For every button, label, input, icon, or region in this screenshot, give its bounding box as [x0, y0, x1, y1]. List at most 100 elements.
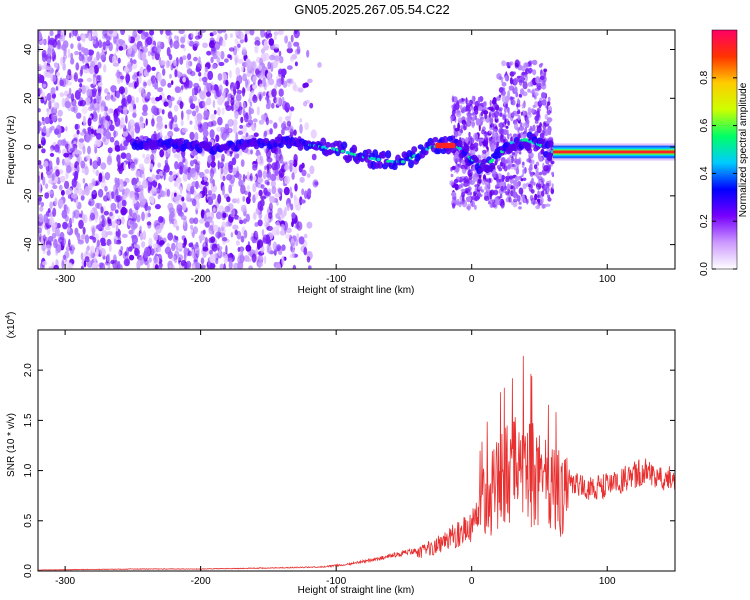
noise-blob — [225, 221, 230, 227]
spread-blob — [473, 132, 479, 141]
noise-blob — [211, 243, 218, 252]
spread-blob — [462, 194, 465, 202]
noise-blob — [125, 152, 132, 161]
noise-blob — [155, 187, 161, 194]
noise-blob — [142, 230, 146, 238]
noise-blob — [257, 219, 263, 227]
noise-blob — [119, 178, 124, 185]
spread-blob — [487, 177, 493, 184]
noise-blob — [142, 153, 146, 159]
noise-blob — [211, 120, 217, 127]
spread-blob — [500, 134, 504, 142]
noise-blob — [69, 32, 72, 39]
noise-blob — [246, 258, 252, 263]
noise-blob — [170, 64, 174, 71]
spread-blob — [454, 183, 459, 191]
noise-blob — [117, 260, 121, 269]
noise-blob — [278, 154, 284, 164]
noise-blob — [117, 78, 121, 85]
noise-blob — [240, 32, 244, 41]
noise-blob — [49, 152, 55, 157]
noise-blob — [196, 112, 203, 122]
noise-blob — [96, 103, 100, 113]
noise-blob — [59, 79, 65, 87]
noise-blob — [54, 144, 60, 153]
ridge-blob — [481, 158, 488, 165]
y-tick-label: 0.0 — [23, 564, 34, 578]
spread-blob — [514, 122, 519, 130]
noise-blob — [74, 149, 80, 155]
noise-blob — [157, 87, 164, 93]
noise-blob — [188, 250, 192, 257]
noise-blob — [117, 215, 121, 221]
spread-blob — [466, 100, 471, 106]
noise-blob — [217, 73, 223, 81]
noise-blob — [49, 30, 54, 37]
spread-blob — [453, 105, 457, 110]
spread-blob — [456, 130, 462, 137]
noise-blob — [299, 118, 303, 123]
spread-blob — [520, 111, 524, 116]
noise-blob — [228, 260, 233, 269]
spread-blob — [502, 139, 506, 143]
noise-blob — [38, 189, 42, 194]
spread-blob — [551, 183, 554, 189]
noise-blob — [120, 152, 127, 159]
spread-blob — [509, 77, 513, 85]
ridge-blob — [377, 161, 384, 169]
spread-blob — [496, 73, 502, 80]
noise-blob — [104, 172, 111, 181]
ridge-highlight — [340, 149, 345, 153]
noise-blob — [171, 116, 174, 124]
noise-blob — [74, 170, 79, 181]
noise-blob — [184, 158, 188, 168]
spread-blob — [468, 131, 471, 137]
noise-blob — [224, 100, 230, 108]
noise-blob — [67, 48, 71, 59]
noise-blob — [262, 234, 269, 244]
noise-blob — [53, 101, 57, 109]
x-tick-label: -100 — [326, 274, 346, 285]
noise-blob — [198, 218, 205, 224]
noise-blob — [141, 52, 147, 61]
noise-blob — [204, 221, 210, 228]
noise-blob — [274, 192, 281, 198]
noise-blob — [250, 149, 254, 155]
spread-blob — [449, 180, 455, 186]
noise-blob — [42, 83, 47, 88]
noise-blob — [110, 202, 117, 211]
noise-blob — [141, 111, 148, 117]
spread-blob — [507, 112, 512, 119]
spread-blob — [460, 188, 466, 192]
noise-blob — [284, 206, 287, 217]
noise-blob — [71, 193, 78, 199]
spread-blob — [499, 161, 503, 167]
noise-blob — [158, 263, 163, 269]
spread-blob — [539, 196, 544, 205]
noise-blob — [169, 73, 172, 79]
noise-blob — [229, 207, 236, 218]
noise-blob — [101, 230, 108, 239]
noise-blob — [61, 209, 68, 219]
spread-blob — [535, 87, 541, 92]
noise-blob — [235, 132, 239, 142]
noise-blob — [203, 242, 206, 247]
noise-blob — [67, 262, 73, 269]
noise-blob — [254, 40, 261, 47]
spread-blob — [492, 97, 497, 105]
noise-blob — [173, 104, 179, 112]
noise-blob — [89, 212, 95, 221]
noise-blob — [171, 80, 174, 85]
noise-blob — [209, 177, 214, 184]
noise-blob — [212, 63, 217, 70]
noise-blob — [59, 34, 66, 42]
noise-blob — [245, 196, 251, 205]
noise-blob — [253, 132, 259, 138]
noise-blob — [248, 115, 252, 120]
noise-blob — [227, 119, 234, 127]
spread-blob — [495, 173, 499, 182]
y-tick-label: 0.5 — [23, 513, 34, 527]
noise-blob — [180, 119, 184, 127]
noise-blob — [110, 85, 117, 93]
y-tick-label: 2.0 — [23, 363, 34, 377]
